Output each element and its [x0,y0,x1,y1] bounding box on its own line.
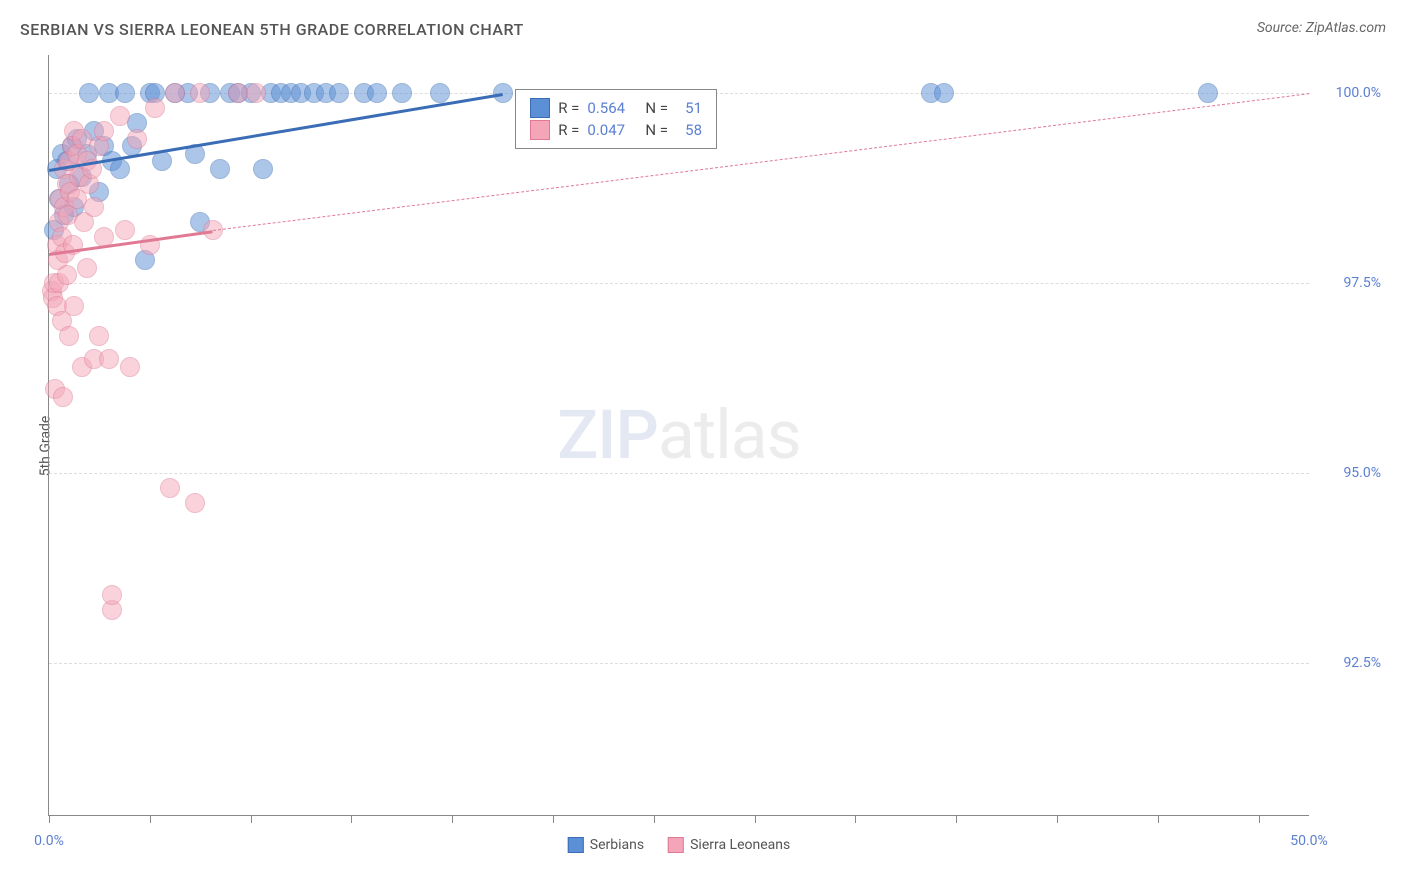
data-point [102,585,122,605]
x-tick [553,815,554,823]
chart-title: SERBIAN VS SIERRA LEONEAN 5TH GRADE CORR… [20,20,524,39]
data-point [392,83,412,103]
gridline [49,473,1309,474]
data-point [84,197,104,217]
y-tick-label: 92.5% [1321,655,1381,671]
watermark-atlas: atlas [658,395,801,475]
y-tick-label: 97.5% [1321,275,1381,291]
data-point [89,326,109,346]
stats-r-label: R = [558,99,579,117]
x-tick [452,815,453,823]
data-point [99,349,119,369]
legend-item-serbians: Serbians [568,837,644,853]
x-tick [150,815,151,823]
x-tick [1158,815,1159,823]
x-tick [351,815,352,823]
x-tick [755,815,756,823]
data-point [160,478,180,498]
legend-item-sierra: Sierra Leoneans [668,837,790,853]
x-tick [956,815,957,823]
trend-line [49,93,503,172]
data-point [329,83,349,103]
stats-r-label: R = [558,121,579,139]
data-point [253,159,273,179]
gridline [49,663,1309,664]
data-point [367,83,387,103]
stats-n-value: 51 [676,99,702,117]
data-point [77,258,97,278]
x-tick [855,815,856,823]
stats-r-value: 0.047 [587,121,637,139]
data-point [430,83,450,103]
data-point [145,98,165,118]
x-tick [49,815,50,823]
watermark-zip: ZIP [557,395,658,475]
data-point [1198,83,1218,103]
stats-n-label: N = [645,121,668,139]
stats-n-value: 58 [676,121,702,139]
data-point [110,159,130,179]
data-point [115,83,135,103]
data-point [110,106,130,126]
data-point [934,83,954,103]
data-point [120,357,140,377]
data-point [246,83,266,103]
y-tick-label: 100.0% [1321,85,1381,101]
data-point [64,296,84,316]
correlation-stats-box: R = 0.564 N = 51 R = 0.047 N = 58 [515,89,717,149]
x-tick [654,815,655,823]
data-point [165,83,185,103]
data-point [53,387,73,407]
legend-label-sierra: Sierra Leoneans [690,837,790,853]
source-attribution: Source: ZipAtlas.com [1257,20,1386,36]
data-point [59,326,79,346]
stats-swatch [530,98,550,118]
data-point [94,121,114,141]
x-tick-label: 50.0% [1290,833,1328,849]
data-point [79,83,99,103]
stats-swatch [530,120,550,140]
x-tick [1259,815,1260,823]
stats-r-value: 0.564 [587,99,637,117]
gridline [49,283,1309,284]
x-tick-label: 0.0% [34,833,64,849]
data-point [127,129,147,149]
stats-n-label: N = [645,99,668,117]
legend-swatch-sierra [668,837,684,853]
data-point [210,159,230,179]
data-point [185,493,205,513]
data-point [115,220,135,240]
legend-swatch-serbians [568,837,584,853]
stats-row: R = 0.047 N = 58 [530,120,702,140]
scatter-plot-area: ZIPatlas Serbians Sierra Leoneans 92.5%9… [48,55,1309,816]
data-point [152,151,172,171]
bottom-legend: Serbians Sierra Leoneans [568,837,790,853]
watermark: ZIPatlas [557,395,801,475]
legend-label-serbians: Serbians [590,837,644,853]
x-tick [251,815,252,823]
data-point [57,265,77,285]
stats-row: R = 0.564 N = 51 [530,98,702,118]
data-point [190,83,210,103]
y-tick-label: 95.0% [1321,465,1381,481]
x-tick [1057,815,1058,823]
